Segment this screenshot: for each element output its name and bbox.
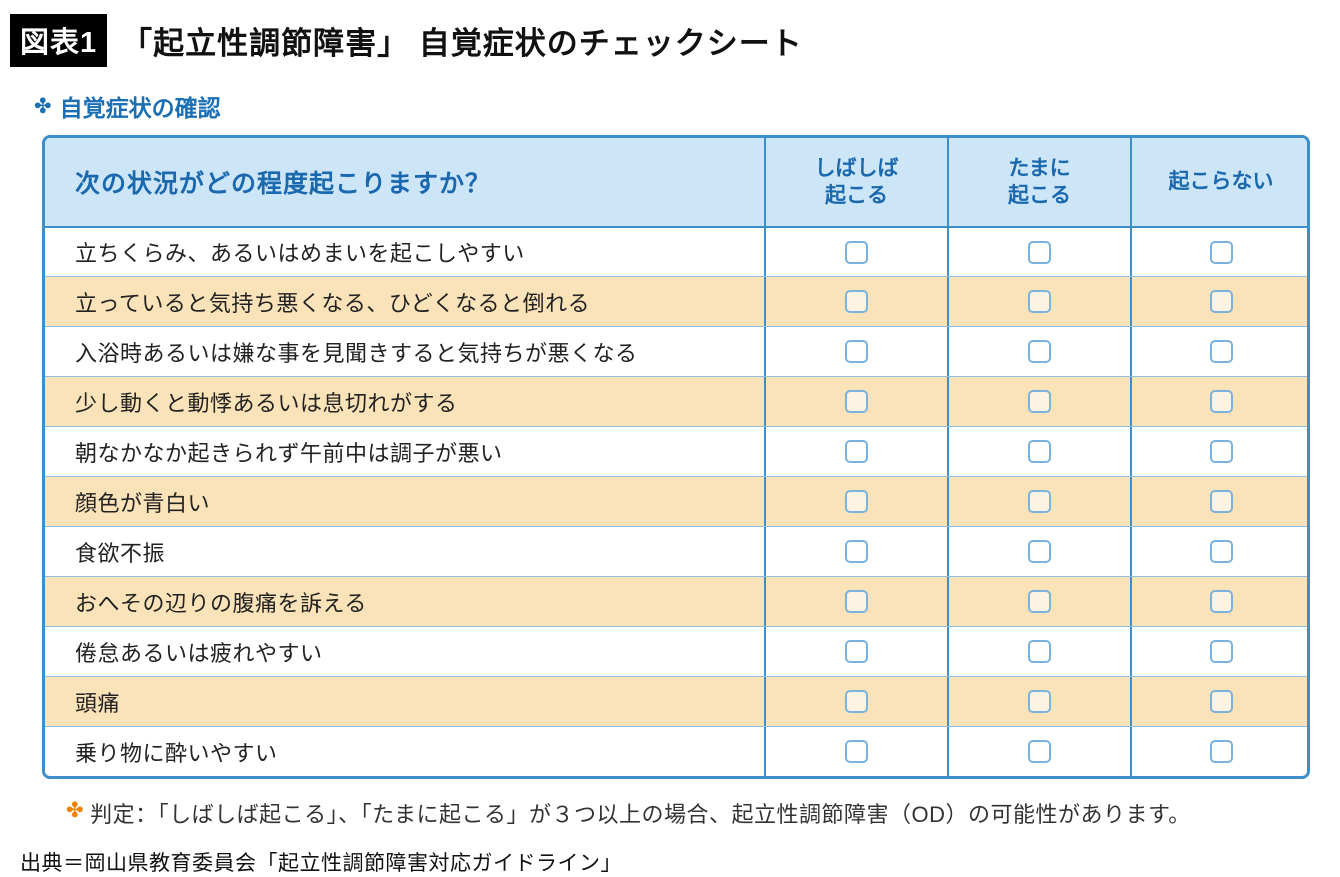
checkbox-often[interactable] — [845, 490, 868, 513]
checkbox-often[interactable] — [845, 440, 868, 463]
symptom-label: おへその辺りの腹痛を訴える — [75, 590, 367, 616]
checkbox-sometimes[interactable] — [1028, 340, 1051, 363]
figure-badge: 図表1 — [10, 14, 108, 67]
checkbox-often[interactable] — [845, 240, 868, 264]
symptom-label: 乗り物に酔いやすい — [75, 740, 278, 766]
column-header-never: 起こらない — [1130, 138, 1307, 226]
checkbox-never[interactable] — [1209, 590, 1233, 613]
section-bullet-icon: ✤ — [34, 94, 52, 118]
symptom-label: 朝なかなか起きられず午前中は調子が悪い — [75, 440, 503, 466]
checkbox-sometimes[interactable] — [1028, 290, 1051, 313]
table-row: 立っていると気持ち悪くなる、ひどくなると倒れる — [45, 276, 1307, 326]
table-row: 入浴時あるいは嫌な事を見聞きすると気持ちが悪くなる — [45, 326, 1307, 376]
symptom-label: 立ちくらみ、あるいはめまいを起こしやすい — [75, 241, 525, 266]
checkbox-often[interactable] — [845, 740, 868, 763]
table-row: 食欲不振 — [45, 526, 1307, 576]
table-header-row: 次の状況がどの程度起こりますか？ しばしば 起こる たまに 起こる 起こらない — [45, 138, 1307, 226]
checkbox-sometimes[interactable] — [1028, 740, 1051, 763]
checkbox-never[interactable] — [1209, 690, 1233, 713]
checkbox-never[interactable] — [1209, 490, 1233, 513]
column-header-often: しばしば 起こる — [764, 138, 947, 226]
symptom-label: 食欲不振 — [75, 540, 166, 566]
checkbox-sometimes[interactable] — [1028, 690, 1051, 713]
symptom-label: 頭痛 — [75, 690, 121, 716]
symptom-label: 倦怠あるいは疲れやすい — [75, 640, 323, 666]
table-row: 頭痛 — [45, 676, 1307, 726]
checkbox-sometimes[interactable] — [1028, 390, 1051, 413]
checkbox-sometimes[interactable] — [1028, 440, 1051, 463]
checkbox-often[interactable] — [845, 540, 868, 563]
question-header: 次の状況がどの程度起こりますか？ — [75, 170, 492, 198]
checkbox-never[interactable] — [1209, 290, 1233, 313]
checkbox-often[interactable] — [845, 340, 868, 363]
column-header-sometimes: たまに 起こる — [947, 138, 1130, 226]
judgment-bullet-icon: ✤ — [66, 799, 85, 822]
checkbox-often[interactable] — [845, 290, 868, 313]
judgment-note: ✤ 判定：「しばしば起こる」、「たまに起こる」が３つ以上の場合、起立性調節障害（… — [66, 797, 1326, 829]
symptom-label: 顔色が青白い — [75, 490, 211, 516]
checkbox-sometimes[interactable] — [1028, 540, 1051, 563]
checkbox-never[interactable] — [1209, 540, 1233, 563]
checkbox-never[interactable] — [1209, 640, 1233, 663]
figure-title: 「起立性調節障害」 自覚症状のチェックシート — [121, 26, 803, 61]
checkbox-often[interactable] — [845, 640, 868, 663]
judgment-text: 判定：「しばしば起こる」、「たまに起こる」が３つ以上の場合、起立性調節障害（OD… — [90, 802, 1191, 827]
checkbox-sometimes[interactable] — [1028, 240, 1051, 264]
checkbox-sometimes[interactable] — [1028, 590, 1051, 613]
checkbox-often[interactable] — [845, 690, 868, 713]
symptom-label: 立っていると気持ち悪くなる、ひどくなると倒れる — [75, 290, 591, 316]
table-row: 顔色が青白い — [45, 476, 1307, 526]
table-row: 立ちくらみ、あるいはめまいを起こしやすい — [45, 226, 1307, 276]
table-row: 倦怠あるいは疲れやすい — [45, 626, 1307, 676]
checkbox-never[interactable] — [1209, 390, 1233, 413]
table-row: 乗り物に酔いやすい — [45, 726, 1307, 776]
figure-header: 図表1 「起立性調節障害」 自覚症状のチェックシート — [10, 14, 1326, 67]
checkbox-never[interactable] — [1209, 440, 1233, 463]
checkbox-never[interactable] — [1209, 740, 1233, 763]
table-row: 少し動くと動悸あるいは息切れがする — [45, 376, 1307, 426]
checkbox-often[interactable] — [845, 390, 868, 413]
checkbox-often[interactable] — [845, 590, 868, 613]
symptom-label: 少し動くと動悸あるいは息切れがする — [75, 390, 458, 416]
table-row: おへその辺りの腹痛を訴える — [45, 576, 1307, 626]
section-label: ✤ 自覚症状の確認 — [34, 89, 1326, 123]
table-row: 朝なかなか起きられず午前中は調子が悪い — [45, 426, 1307, 476]
checkbox-never[interactable] — [1209, 240, 1233, 264]
symptom-checklist-table: 次の状況がどの程度起こりますか？ しばしば 起こる たまに 起こる 起こらない … — [42, 135, 1310, 779]
checkbox-sometimes[interactable] — [1028, 490, 1051, 513]
source-credit: 出典＝岡山県教育委員会「起立性調節障害対応ガイドライン」 — [20, 852, 622, 875]
symptom-label: 入浴時あるいは嫌な事を見聞きすると気持ちが悪くなる — [75, 340, 638, 366]
checkbox-never[interactable] — [1209, 340, 1233, 363]
checkbox-sometimes[interactable] — [1028, 640, 1051, 663]
section-label-text: 自覚症状の確認 — [59, 95, 221, 121]
